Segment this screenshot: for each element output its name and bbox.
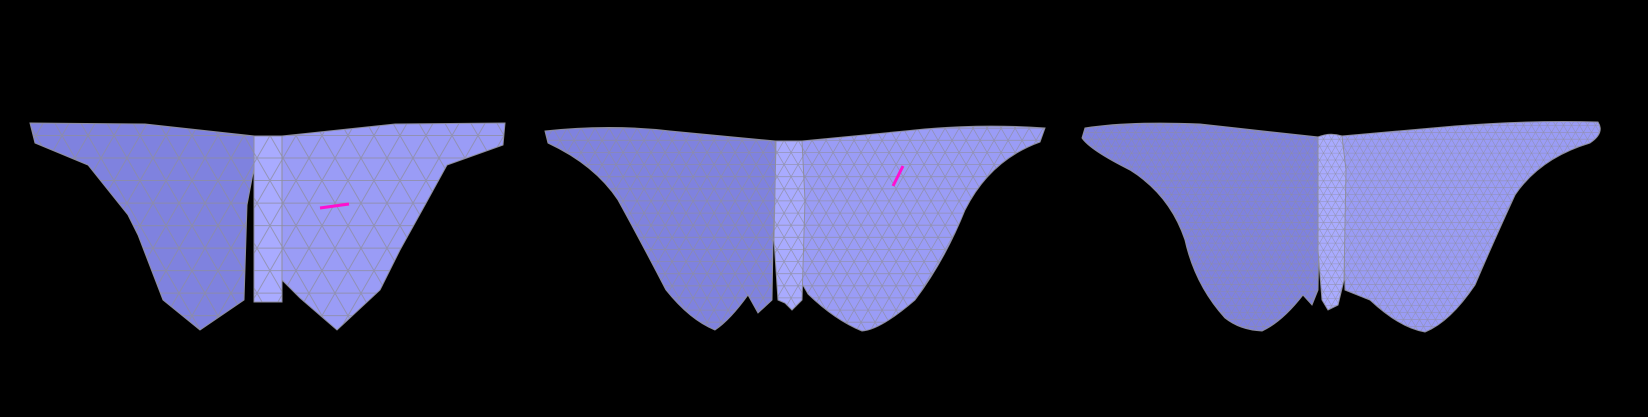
marker-segment [319, 202, 350, 210]
butterfly-medium-mesh [544, 125, 1046, 332]
right-wing [281, 122, 506, 331]
butterfly-fine-mesh [1081, 121, 1601, 333]
marker-segment [891, 165, 905, 187]
